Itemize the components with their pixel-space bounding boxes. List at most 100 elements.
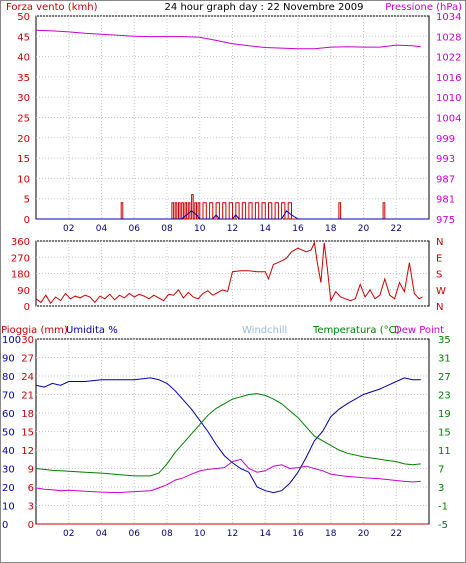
pressure-tick: 993: [436, 154, 455, 165]
humidity-tick: 10: [2, 502, 15, 513]
direction-degree-tick: 180: [11, 270, 30, 281]
wind-speed-tick: 5: [24, 195, 30, 206]
dewpoint-label: Dew Point: [394, 325, 444, 336]
humidity-tick: 60: [2, 409, 15, 420]
hour-tick: 14: [260, 224, 272, 234]
temperature-tick: -5: [438, 520, 448, 531]
wind-speed-tick: 35: [17, 73, 30, 84]
hour-tick: 12: [227, 224, 238, 234]
hour-tick: 22: [391, 529, 402, 539]
hour-tick: 22: [391, 224, 402, 234]
temperature-tick: 31: [438, 354, 451, 365]
hour-tick: 02: [63, 224, 74, 234]
rain-label: Pioggia (mm): [1, 325, 68, 336]
humidity-tick: 30: [2, 465, 15, 476]
hour-tick: 16: [292, 529, 304, 539]
humidity-tick: 90: [2, 354, 15, 365]
hour-tick: 18: [325, 224, 337, 234]
humidity-tick: 100: [2, 335, 21, 346]
pressure-tick: 1022: [436, 53, 461, 64]
temperature-tick: 27: [438, 372, 451, 383]
hour-tick: 12: [227, 529, 238, 539]
humidity-tick: 80: [2, 372, 15, 383]
direction-degree-tick: 0: [24, 302, 30, 313]
pressure-tick: 1010: [436, 93, 461, 104]
hour-tick: 16: [292, 224, 304, 234]
hour-tick: 14: [260, 529, 272, 539]
grid-lines: [36, 15, 429, 525]
humidity-line: [35, 377, 421, 494]
hour-tick: 20: [358, 224, 370, 234]
wind-speed-axis-title: Forza vento (kmh): [6, 2, 98, 13]
temperature-tick: 7: [438, 465, 444, 476]
wind-speed-tick: 15: [17, 154, 30, 165]
data-series: [35, 29, 429, 525]
wind-speed-tick: 25: [17, 114, 30, 125]
rain-tick: 21: [21, 391, 34, 402]
compass-tick: N: [436, 302, 443, 313]
humidity-label: Umidita %: [66, 325, 118, 336]
humidity-tick: 50: [2, 428, 15, 439]
wind-speed-tick: 50: [17, 12, 30, 23]
wind-speed-tick: 30: [17, 93, 30, 104]
wind-speed-tick: 45: [17, 32, 30, 43]
hour-tick: 08: [161, 224, 173, 234]
temperature-tick: 3: [438, 483, 444, 494]
humidity-tick: 0: [2, 520, 8, 531]
temperature-tick: 11: [438, 446, 451, 457]
rain-tick: 0: [28, 520, 34, 531]
pressure-tick: 1004: [436, 114, 461, 125]
rain-tick: 30: [21, 335, 34, 346]
pressure-tick: 1028: [436, 32, 461, 43]
temperature-label: Temperatura (°C): [312, 325, 400, 336]
direction-degree-tick: 360: [11, 237, 30, 248]
rain-tick: 9: [28, 465, 34, 476]
rain-tick: 12: [21, 446, 34, 457]
hour-tick: 10: [194, 529, 206, 539]
windchill-label: Windchill: [242, 325, 287, 336]
compass-tick: S: [436, 270, 442, 281]
humidity-tick: 70: [2, 391, 15, 402]
hour-tick: 18: [325, 529, 337, 539]
hour-tick: 10: [194, 224, 206, 234]
rain-tick: 6: [28, 483, 34, 494]
compass-tick: N: [436, 237, 443, 248]
wind-speed-tick: 20: [17, 134, 30, 145]
wind-average-line: [36, 210, 429, 220]
wind-gust-line: [36, 194, 429, 220]
temperature-tick: 35: [438, 335, 451, 346]
rain-tick: 18: [21, 409, 34, 420]
rain-tick: 27: [21, 354, 34, 365]
rain-tick: 15: [21, 428, 34, 439]
wind-speed-tick: 0: [24, 215, 30, 226]
humidity-tick: 20: [2, 483, 15, 494]
hour-tick: 06: [129, 224, 141, 234]
wind-speed-tick: 40: [17, 53, 30, 64]
compass-tick: E: [436, 253, 442, 264]
pressure-axis-title: Pressione (hPa): [385, 2, 462, 13]
pressure-tick: 1016: [436, 73, 461, 84]
direction-degree-tick: 270: [11, 253, 30, 264]
hour-tick: 02: [63, 529, 74, 539]
hour-tick: 06: [129, 529, 141, 539]
pressure-tick: 1034: [436, 12, 461, 23]
temperature-tick: -1: [438, 502, 448, 513]
pressure-tick: 975: [436, 215, 455, 226]
hour-tick: 20: [358, 529, 370, 539]
rain-tick: 24: [21, 372, 34, 383]
hour-tick: 04: [96, 224, 108, 234]
temperature-tick: 15: [438, 428, 451, 439]
temperature-line: [35, 393, 421, 477]
compass-tick: W: [436, 286, 446, 297]
pressure-tick: 987: [436, 174, 455, 185]
direction-degree-tick: 90: [17, 286, 30, 297]
dewpoint-line: [35, 458, 421, 494]
chart-title: 24 hour graph day : 22 Novembre 2009: [165, 2, 364, 13]
wind-direction-line: [35, 241, 423, 305]
pressure-tick: 999: [436, 134, 455, 145]
hour-tick: 04: [96, 529, 108, 539]
